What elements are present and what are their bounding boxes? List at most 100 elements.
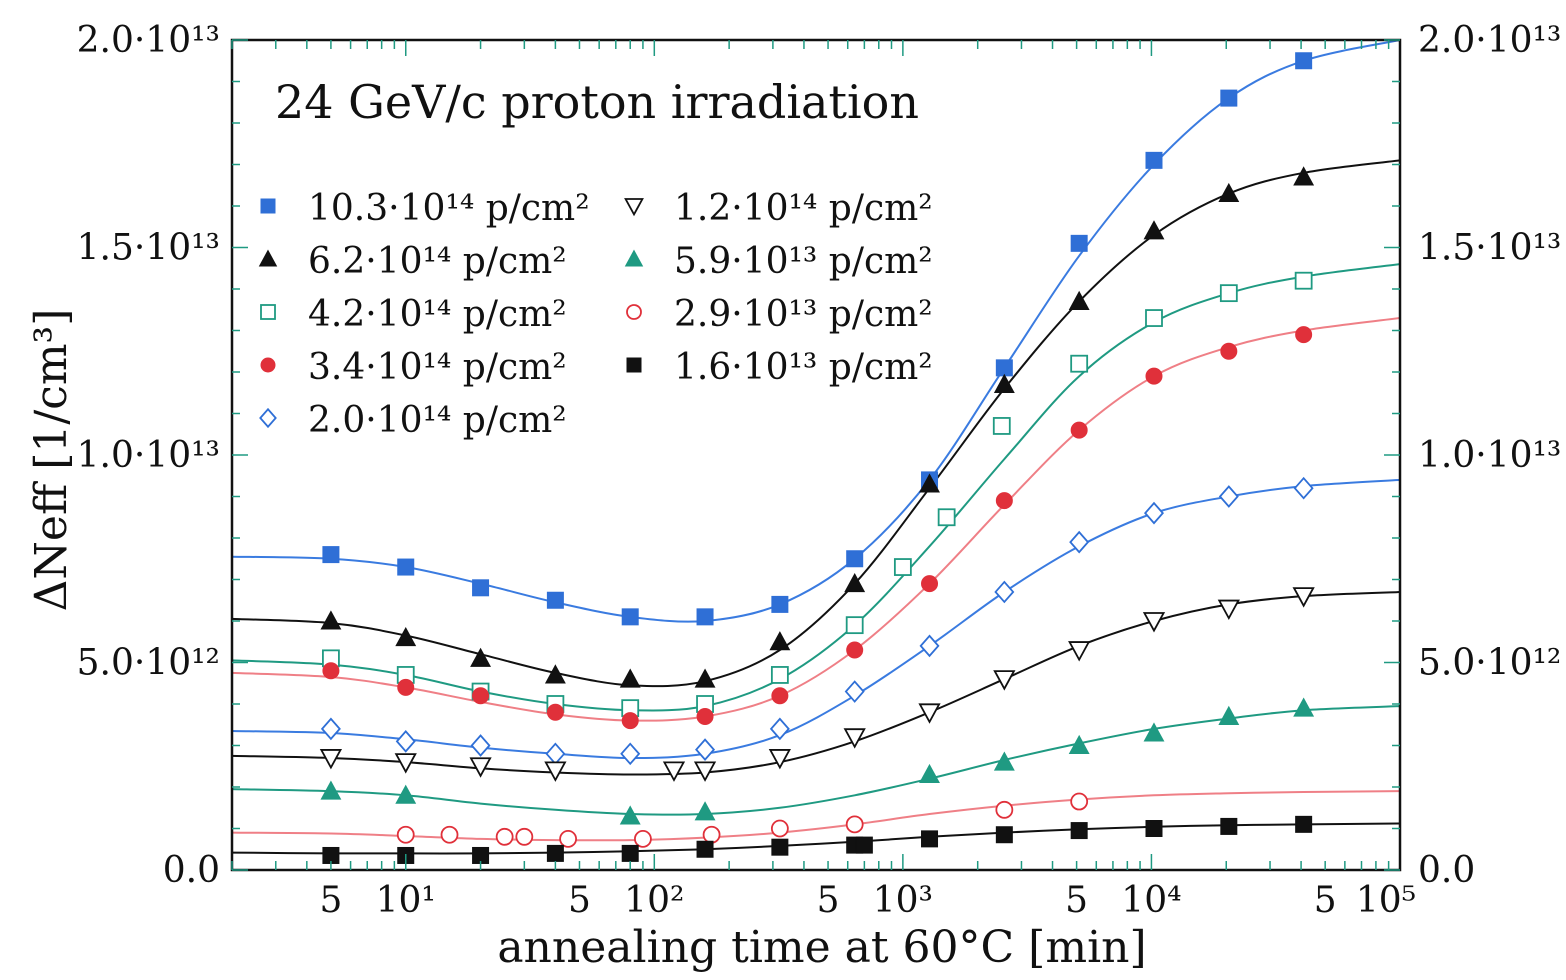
axis-ticks xyxy=(231,39,1400,871)
data-point-s2-4 xyxy=(544,664,566,684)
data-point-s1-14 xyxy=(1295,52,1313,70)
data-point-s1-7 xyxy=(771,595,789,613)
data-point-s8-3 xyxy=(495,827,514,846)
data-point-s8-9 xyxy=(845,815,864,834)
data-point-s9-13 xyxy=(1145,820,1163,837)
data-point-s4-10 xyxy=(995,492,1013,510)
data-point-s9-9 xyxy=(855,836,873,854)
data-point-s5-5 xyxy=(620,742,641,766)
x-tick-labels: 5 10¹ 5 10² 5 10³ 5 10⁴ 5 10⁵ xyxy=(319,880,1416,921)
x-tick-label-4: 10² xyxy=(624,880,684,921)
data-point-s6-2 xyxy=(394,753,417,774)
data-point-s6-5 xyxy=(662,761,686,782)
data-point-s1-10 xyxy=(995,359,1013,377)
x-tick-label-6: 10³ xyxy=(873,880,933,921)
data-point-s3-8 xyxy=(845,616,864,635)
data-point-s8-6 xyxy=(634,829,652,848)
legend-marker-4 xyxy=(260,357,276,373)
data-point-s3-14 xyxy=(1219,284,1238,303)
data-point-s8-4 xyxy=(515,827,534,846)
data-point-s7-1 xyxy=(320,780,342,800)
fit-curve-7 xyxy=(231,705,1401,816)
data-point-s2-5 xyxy=(619,668,641,688)
data-point-s7-8 xyxy=(1143,722,1165,742)
data-point-s2-11 xyxy=(1068,290,1090,310)
fit-curve-5 xyxy=(231,478,1401,760)
data-point-s5-11 xyxy=(1069,530,1090,554)
legend-label-2: 6.2·10¹⁴ p/cm² xyxy=(308,241,567,282)
data-point-s4-11 xyxy=(1070,421,1088,439)
data-point-s6-8 xyxy=(843,728,866,749)
y-tick-label-right-4: 1.5·10¹³ xyxy=(1418,228,1561,269)
legend-marker-6 xyxy=(624,198,644,217)
data-point-s6-4 xyxy=(544,761,567,782)
y-tick-label-right-5: 2.0·10¹³ xyxy=(1418,20,1561,61)
data-point-s6-3 xyxy=(469,757,492,778)
data-point-s2-13 xyxy=(1218,182,1240,203)
y-tick-label-right-3: 1.0·10¹³ xyxy=(1418,435,1561,476)
data-point-s9-11 xyxy=(995,826,1013,844)
data-point-s2-2 xyxy=(395,626,417,647)
x-tick-label-1: 5 xyxy=(319,880,342,921)
data-point-s7-4 xyxy=(694,801,716,821)
data-point-s8-11 xyxy=(1070,792,1089,811)
data-point-s7-6 xyxy=(993,751,1015,771)
data-point-s2-1 xyxy=(320,610,342,630)
fit-curve-4 xyxy=(231,317,1401,722)
x-tick-label-5: 5 xyxy=(817,880,840,921)
data-point-s6-1 xyxy=(319,749,343,770)
data-point-s5-13 xyxy=(1218,485,1239,508)
data-point-s2-7 xyxy=(769,631,791,651)
legend-marker-8 xyxy=(626,304,642,320)
x-tick-label-3: 5 xyxy=(568,880,591,921)
data-point-s4-9 xyxy=(921,575,939,593)
data-point-s5-9 xyxy=(919,634,940,658)
y-tick-labels-left: 0.0 5.0·10¹² 1.0·10¹³ 1.5·10¹³ 2.0·10¹³ xyxy=(77,20,220,891)
data-point-s5-6 xyxy=(695,738,716,762)
data-point-s4-13 xyxy=(1220,342,1238,360)
y-tick-label-left-2: 5.0·10¹² xyxy=(77,643,220,684)
data-point-s9-7 xyxy=(771,838,789,856)
legend-label-5: 2.0·10¹⁴ p/cm² xyxy=(308,400,567,441)
legend: 10.3·10¹⁴ p/cm² 6.2·10¹⁴ p/cm² 4.2·10¹⁴ p/… xyxy=(258,188,933,441)
data-point-s9-4 xyxy=(546,844,564,862)
data-point-s8-10 xyxy=(995,800,1014,819)
data-point-s4-12 xyxy=(1145,367,1163,385)
data-point-s8-2 xyxy=(440,825,459,844)
data-point-s5-14 xyxy=(1293,476,1314,500)
legend-marker-7 xyxy=(624,249,644,267)
data-point-s9-10 xyxy=(921,830,939,848)
data-point-s4-2 xyxy=(397,678,415,696)
data-point-s6-6 xyxy=(693,761,717,782)
data-markers xyxy=(319,52,1315,864)
data-point-s4-7 xyxy=(771,687,789,705)
data-point-s4-4 xyxy=(546,703,564,721)
legend-marker-1 xyxy=(260,198,276,214)
data-point-s2-6 xyxy=(694,668,716,688)
data-point-s7-7 xyxy=(1068,734,1090,754)
data-point-s7-10 xyxy=(1293,697,1315,717)
y-tick-label-left-5: 2.0·10¹³ xyxy=(77,20,220,61)
data-point-s3-7 xyxy=(770,666,789,684)
data-point-s8-1 xyxy=(396,825,415,844)
legend-marker-3 xyxy=(260,304,276,320)
data-point-s9-15 xyxy=(1295,815,1313,833)
data-point-s6-13 xyxy=(1217,599,1240,621)
fit-curve-8 xyxy=(231,790,1401,842)
data-point-s5-12 xyxy=(1143,501,1164,525)
chart-title: 24 GeV/c proton irradiation xyxy=(275,75,919,129)
legend-label-4: 3.4·10¹⁴ p/cm² xyxy=(308,347,567,388)
y-tick-label-right-2: 5.0·10¹² xyxy=(1418,643,1561,684)
data-point-s2-14 xyxy=(1293,166,1315,186)
x-tick-label-8: 10⁴ xyxy=(1121,880,1181,921)
data-point-s7-2 xyxy=(395,784,417,804)
legend-label-6: 1.2·10¹⁴ p/cm² xyxy=(674,188,933,229)
data-point-s1-4 xyxy=(546,591,564,609)
data-point-s7-5 xyxy=(919,763,940,784)
data-point-s9-5 xyxy=(621,844,639,862)
data-point-s7-9 xyxy=(1218,705,1240,725)
x-axis-title: annealing time at 60°C [min] xyxy=(497,922,1146,973)
legend-marker-5 xyxy=(259,407,277,429)
data-point-s2-3 xyxy=(470,647,492,667)
